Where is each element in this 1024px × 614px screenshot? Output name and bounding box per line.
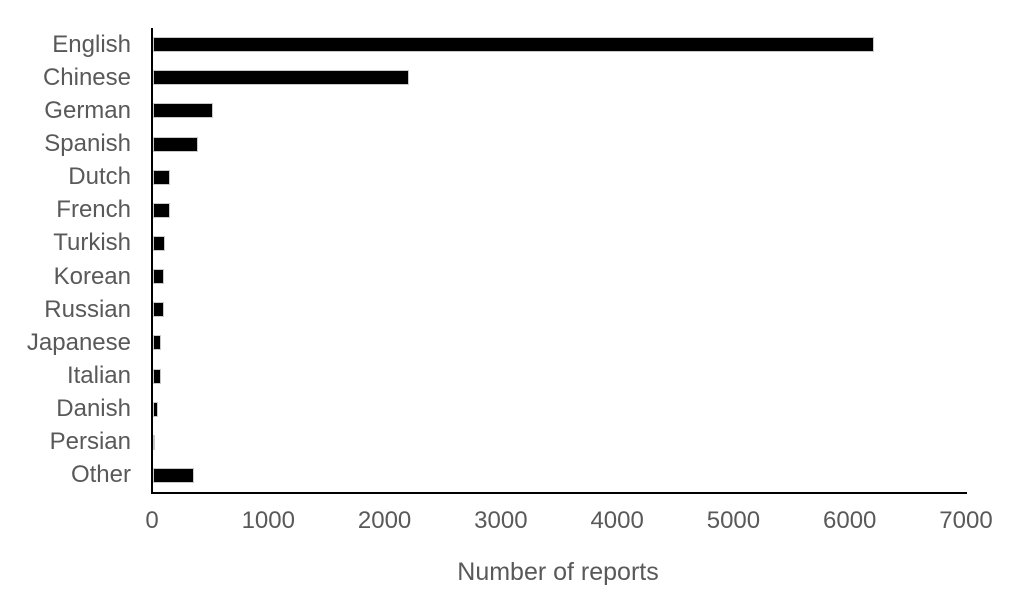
bar-persian: [153, 434, 155, 450]
bar-german: [153, 103, 214, 119]
category-label-other: Other: [70, 461, 131, 489]
category-label-korean: Korean: [53, 262, 131, 290]
x-tick-label-6000: 6000: [823, 507, 877, 534]
bar-italian: [153, 368, 161, 384]
x-tick-label-3000: 3000: [474, 507, 528, 534]
x-tick-label-7000: 7000: [939, 507, 993, 534]
x-tick-label-1000: 1000: [241, 507, 295, 534]
category-label-spanish: Spanish: [44, 129, 131, 157]
x-tick-label-4000: 4000: [590, 507, 644, 534]
bar-dutch: [153, 169, 171, 185]
category-label-english: English: [52, 30, 131, 58]
bar-russian: [153, 302, 165, 318]
category-label-french: French: [56, 196, 131, 224]
bar-spanish: [153, 136, 199, 152]
bar-english: [153, 37, 874, 53]
x-tick-label-0: 0: [145, 507, 159, 534]
category-label-turkish: Turkish: [53, 229, 131, 257]
bar-korean: [153, 269, 165, 285]
category-label-danish: Danish: [56, 395, 131, 423]
category-label-italian: Italian: [66, 361, 131, 389]
category-label-japanese: Japanese: [26, 328, 131, 356]
category-label-russian: Russian: [44, 295, 131, 323]
category-label-chinese: Chinese: [42, 63, 131, 91]
bar-other: [153, 467, 194, 483]
bar-chinese: [153, 70, 409, 86]
x-tick-label-2000: 2000: [357, 507, 412, 534]
category-label-german: German: [44, 96, 131, 124]
bar-japanese: [153, 335, 162, 351]
category-label-persian: Persian: [49, 428, 131, 456]
x-tick-label-5000: 5000: [706, 507, 761, 534]
bar-turkish: [153, 235, 166, 251]
bar-french: [153, 202, 171, 218]
bar-danish: [153, 401, 159, 417]
x-axis-title: Number of reports: [457, 558, 659, 586]
category-label-dutch: Dutch: [68, 163, 131, 191]
plot-area: [151, 28, 967, 494]
